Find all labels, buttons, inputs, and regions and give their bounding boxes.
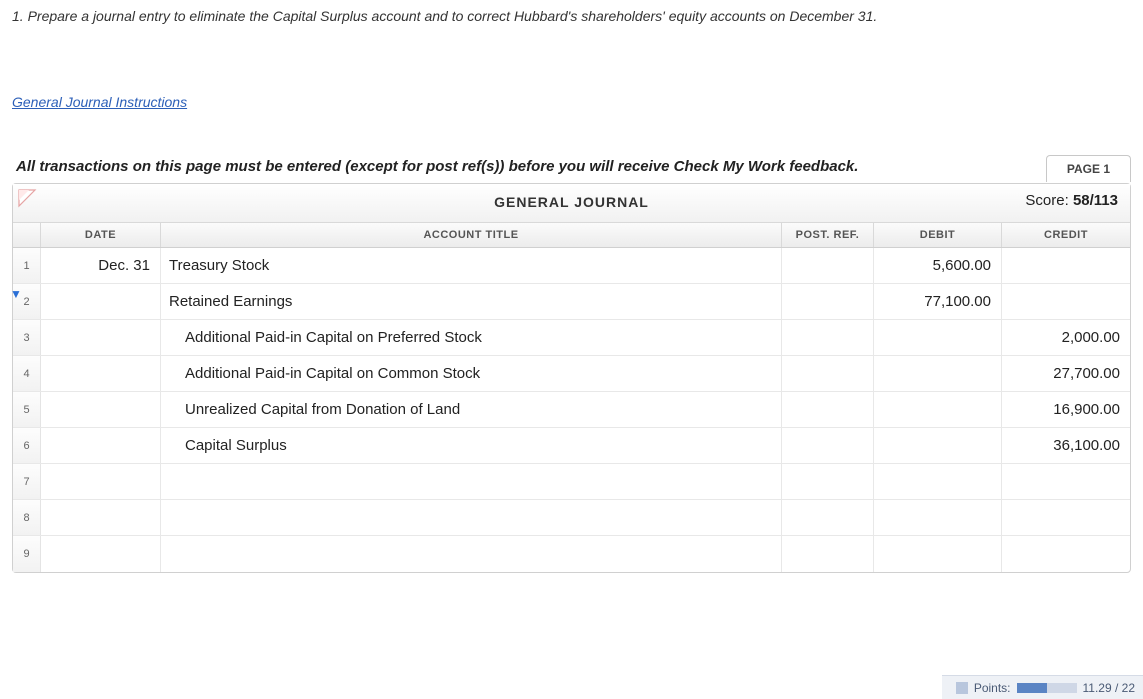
col-credit-header: CREDIT bbox=[1002, 223, 1130, 247]
cell-credit[interactable] bbox=[1002, 500, 1130, 535]
cell-credit[interactable]: 36,100.00 bbox=[1002, 428, 1130, 463]
table-row[interactable]: 9 bbox=[13, 536, 1130, 572]
journal-wrapper: PAGE 1 ▼ GENERAL JOURNAL Score: 58/113 D… bbox=[12, 183, 1131, 573]
cell-credit[interactable] bbox=[1002, 248, 1130, 283]
cell-account-title[interactable] bbox=[161, 536, 782, 572]
cell-account-title[interactable]: Additional Paid-in Capital on Preferred … bbox=[161, 320, 782, 355]
column-headers: DATE ACCOUNT TITLE POST. REF. DEBIT CRED… bbox=[13, 223, 1130, 248]
cell-account-title[interactable]: Unrealized Capital from Donation of Land bbox=[161, 392, 782, 427]
cell-date[interactable] bbox=[41, 392, 161, 427]
cell-postref[interactable] bbox=[782, 248, 874, 283]
row-number: 8 bbox=[13, 500, 41, 535]
cell-debit[interactable] bbox=[874, 500, 1002, 535]
table-row[interactable]: 7 bbox=[13, 464, 1130, 500]
cell-date[interactable] bbox=[41, 464, 161, 499]
cell-debit[interactable]: 5,600.00 bbox=[874, 248, 1002, 283]
row-number: 7 bbox=[13, 464, 41, 499]
rows-container: 1Dec. 31Treasury Stock5,600.002Retained … bbox=[13, 248, 1130, 572]
table-row[interactable]: 6 Capital Surplus 36,100.00 bbox=[13, 428, 1130, 464]
page-tab[interactable]: PAGE 1 bbox=[1046, 155, 1131, 182]
cell-date[interactable] bbox=[41, 428, 161, 463]
points-progress bbox=[1017, 683, 1077, 693]
question-text: 1. Prepare a journal entry to eliminate … bbox=[0, 0, 1143, 24]
points-bar: Points: 11.29 / 22 bbox=[942, 675, 1143, 699]
table-row[interactable]: 8 bbox=[13, 500, 1130, 536]
row-number: 9 bbox=[13, 536, 41, 572]
cell-date[interactable] bbox=[41, 500, 161, 535]
cell-postref[interactable] bbox=[782, 428, 874, 463]
cell-account-title[interactable]: Retained Earnings bbox=[161, 284, 782, 319]
cell-credit[interactable]: 2,000.00 bbox=[1002, 320, 1130, 355]
score-value: 58/113 bbox=[1073, 192, 1118, 209]
cell-debit[interactable] bbox=[874, 536, 1002, 572]
row-number: 5 bbox=[13, 392, 41, 427]
journal-header: GENERAL JOURNAL Score: 58/113 bbox=[13, 184, 1130, 223]
score-label: Score: bbox=[1025, 192, 1068, 209]
cell-debit[interactable] bbox=[874, 464, 1002, 499]
cell-debit[interactable] bbox=[874, 392, 1002, 427]
cell-account-title[interactable]: Treasury Stock bbox=[161, 248, 782, 283]
cell-credit[interactable] bbox=[1002, 536, 1130, 572]
cell-debit[interactable] bbox=[874, 320, 1002, 355]
general-journal: GENERAL JOURNAL Score: 58/113 DATE ACCOU… bbox=[12, 183, 1131, 573]
cell-account-title[interactable] bbox=[161, 464, 782, 499]
cell-account-title[interactable]: Additional Paid-in Capital on Common Sto… bbox=[161, 356, 782, 391]
cell-date[interactable] bbox=[41, 536, 161, 572]
cell-postref[interactable] bbox=[782, 500, 874, 535]
col-postref-header: POST. REF. bbox=[782, 223, 874, 247]
cell-postref[interactable] bbox=[782, 320, 874, 355]
points-icon bbox=[956, 682, 968, 694]
cell-credit[interactable] bbox=[1002, 464, 1130, 499]
cell-date[interactable] bbox=[41, 284, 161, 319]
cell-date[interactable] bbox=[41, 356, 161, 391]
cell-postref[interactable] bbox=[782, 284, 874, 319]
journal-title: GENERAL JOURNAL bbox=[494, 194, 649, 210]
cell-postref[interactable] bbox=[782, 392, 874, 427]
table-row[interactable]: 3 Additional Paid-in Capital on Preferred… bbox=[13, 320, 1130, 356]
cell-credit[interactable]: 16,900.00 bbox=[1002, 392, 1130, 427]
table-row[interactable]: 5 Unrealized Capital from Donation of Lan… bbox=[13, 392, 1130, 428]
cell-account-title[interactable]: Capital Surplus bbox=[161, 428, 782, 463]
rownum-header bbox=[13, 223, 41, 247]
cell-account-title[interactable] bbox=[161, 500, 782, 535]
cell-debit[interactable] bbox=[874, 356, 1002, 391]
table-row[interactable]: 4 Additional Paid-in Capital on Common St… bbox=[13, 356, 1130, 392]
points-progress-fill bbox=[1017, 683, 1048, 693]
col-debit-header: DEBIT bbox=[874, 223, 1002, 247]
col-account-header: ACCOUNT TITLE bbox=[161, 223, 782, 247]
feedback-note: All transactions on this page must be en… bbox=[16, 158, 1143, 175]
row-number: 1 bbox=[13, 248, 41, 283]
cell-debit[interactable]: 77,100.00 bbox=[874, 284, 1002, 319]
cell-postref[interactable] bbox=[782, 356, 874, 391]
col-date-header: DATE bbox=[41, 223, 161, 247]
cell-date[interactable]: Dec. 31 bbox=[41, 248, 161, 283]
cell-date[interactable] bbox=[41, 320, 161, 355]
points-label: Points: bbox=[974, 681, 1011, 695]
cell-postref[interactable] bbox=[782, 536, 874, 572]
row-marker-icon: ▼ bbox=[10, 287, 22, 301]
cell-debit[interactable] bbox=[874, 428, 1002, 463]
cell-postref[interactable] bbox=[782, 464, 874, 499]
cell-credit[interactable]: 27,700.00 bbox=[1002, 356, 1130, 391]
score-block: Score: 58/113 bbox=[1025, 192, 1118, 209]
table-row[interactable]: 1Dec. 31Treasury Stock 5,600.00 bbox=[13, 248, 1130, 284]
row-number: 6 bbox=[13, 428, 41, 463]
cell-credit[interactable] bbox=[1002, 284, 1130, 319]
row-number: 4 bbox=[13, 356, 41, 391]
row-number: 3 bbox=[13, 320, 41, 355]
table-row[interactable]: 2Retained Earnings77,100.00 bbox=[13, 284, 1130, 320]
general-journal-instructions-link[interactable]: General Journal Instructions bbox=[12, 94, 1143, 110]
points-value: 11.29 / 22 bbox=[1083, 681, 1136, 695]
flag-icon[interactable] bbox=[17, 188, 37, 208]
